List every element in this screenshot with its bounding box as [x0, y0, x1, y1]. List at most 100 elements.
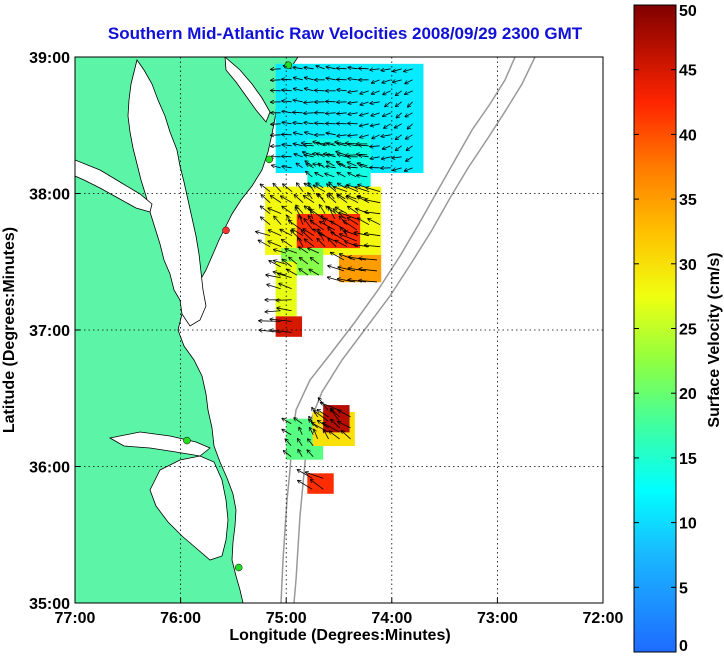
vector-arrow: [316, 183, 324, 189]
vector-arrow: [308, 193, 313, 200]
vector-arrow: [303, 152, 313, 156]
vector-arrow: [404, 167, 413, 171]
vector-arrow: [279, 284, 292, 290]
vector-arrow: [302, 143, 313, 144]
vector-arrow: [300, 258, 309, 265]
vector-arrow: [320, 403, 340, 411]
vector-arrow: [348, 280, 367, 283]
vector-arrow: [310, 480, 324, 490]
vector-arrow: [298, 238, 304, 247]
vector-arrow: [282, 240, 293, 248]
vector-arrow: [293, 133, 303, 135]
vector-arrow: [313, 154, 324, 155]
vector-arrow: [269, 261, 281, 268]
vector-arrow: [371, 112, 380, 116]
vector-arrow: [310, 221, 324, 231]
vector-arrow: [337, 195, 348, 203]
vector-arrow: [282, 429, 292, 436]
vector-arrow: [310, 258, 320, 265]
shelf-contour-100m: [280, 57, 516, 603]
vector-arrow: [271, 124, 281, 125]
vector-arrow: [270, 196, 282, 204]
vector-arrow: [339, 212, 357, 220]
vector-arrow: [393, 68, 402, 72]
vector-arrow: [314, 429, 318, 440]
x-tick-label: 77:00: [55, 610, 96, 627]
y-axis-ticks: 39:00 38:00 37:00 36:00 35:00: [29, 50, 80, 613]
vector-arrow: [302, 231, 314, 242]
x-axis-label: Longitude (Degrees:Minutes): [229, 627, 450, 644]
vector-arrow: [261, 195, 271, 203]
vector-arrow: [348, 167, 358, 168]
vector-arrow: [338, 422, 351, 429]
vector-arrow: [305, 132, 314, 136]
vector-arrow: [360, 112, 369, 116]
vector-arrow: [360, 90, 369, 94]
vector-arrow: [265, 311, 281, 312]
colorbar-tick-label: 10: [679, 516, 697, 533]
vector-arrow: [395, 90, 402, 96]
vector-arrow: [274, 261, 287, 265]
vector-arrow: [392, 157, 402, 158]
vector-arrow: [338, 267, 356, 272]
vector-arrow: [310, 427, 314, 435]
vector-arrow: [324, 154, 335, 155]
vector-arrow: [282, 166, 292, 167]
vector-arrow: [282, 101, 292, 102]
vector-arrow: [305, 78, 314, 80]
vector-arrow: [267, 284, 281, 290]
x-axis-ticks: 77:00 76:00 75:00 74:00 73:00 72:00: [55, 598, 624, 627]
vector-arrow: [313, 164, 324, 166]
vector-arrow: [394, 123, 402, 128]
vector-arrow: [317, 410, 329, 418]
y-tick-label: 35:00: [29, 596, 70, 613]
vector-arrow: [329, 207, 336, 220]
shelf-contour-2000m: [293, 57, 536, 603]
vector-arrow: [359, 280, 378, 281]
vector-arrow: [296, 163, 303, 169]
vector-arrow: [370, 69, 380, 70]
vector-arrow: [289, 220, 302, 231]
vector-arrow: [326, 166, 336, 168]
vector-arrow: [268, 230, 282, 237]
vector-arrow: [327, 184, 337, 192]
vector-arrow: [348, 135, 358, 136]
vector-arrow: [393, 167, 402, 171]
y-tick-label: 39:00: [29, 50, 70, 67]
vector-arrow: [293, 123, 303, 124]
vector-arrow: [313, 142, 324, 144]
vector-arrow: [282, 206, 293, 214]
vector-arrow: [408, 101, 413, 107]
vector-arrow: [404, 68, 413, 72]
x-tick-label: 73:00: [477, 610, 518, 627]
vector-arrow: [317, 238, 326, 247]
colorbar-tick-label: 15: [679, 451, 697, 468]
vector-arrow: [331, 221, 346, 231]
radar-station-marker: [222, 226, 230, 235]
vector-arrow: [274, 250, 287, 254]
vector-arrow: [298, 439, 303, 446]
vector-arrow: [396, 112, 402, 118]
vector-arrow: [345, 186, 359, 193]
vector-arrow: [323, 423, 340, 433]
vector-arrow: [313, 185, 326, 193]
gridlines: [75, 57, 603, 603]
vector-arrow: [260, 206, 271, 214]
vector-arrow: [270, 319, 292, 322]
pamlico-sound: [149, 455, 229, 561]
colorbar-tick-label: 35: [679, 192, 697, 209]
colorbar-ticks: 0 5 10 15 20 25 30 35 40 45 50: [634, 3, 697, 655]
vector-arrow: [282, 259, 292, 268]
vector-arrow: [328, 266, 345, 272]
colorbar-tick-label: 5: [679, 580, 688, 597]
vector-arrow: [384, 123, 391, 128]
vector-arrow: [277, 308, 292, 312]
vector-arrow: [348, 91, 358, 92]
vector-arrow: [312, 423, 329, 433]
vector-arrow: [333, 187, 348, 193]
vector-arrow: [319, 205, 326, 214]
vector-arrow: [405, 112, 413, 117]
vector-arrow: [371, 79, 380, 83]
vector-arrow: [271, 69, 281, 70]
